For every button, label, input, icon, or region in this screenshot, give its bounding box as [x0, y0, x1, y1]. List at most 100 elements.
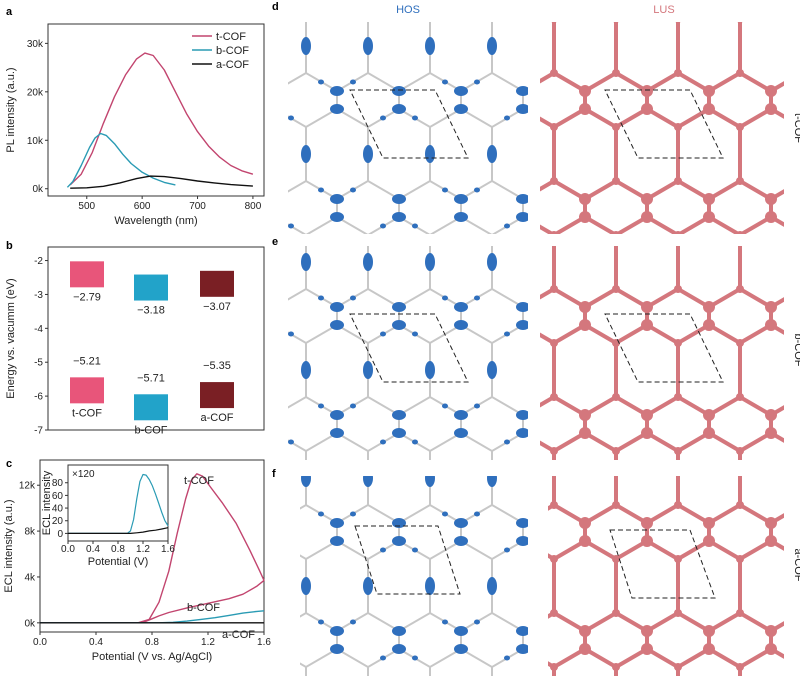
hos-column-title: HOS — [396, 4, 420, 16]
ecl-x-tick-label: 0.0 — [33, 637, 47, 648]
unit-cell-b-lus — [604, 313, 724, 383]
inset-x-tick-label: 0.0 — [61, 544, 75, 555]
inset-series-a-COF — [68, 527, 169, 535]
ecl-x-tick-label: 0.8 — [145, 637, 159, 648]
energy-y-tick-label: -6 — [34, 392, 43, 403]
panel-label-e: e — [272, 236, 278, 248]
energy-y-axis-label: Energy vs. vacumm (eV) — [5, 278, 17, 398]
inset-x-tick-label: 1.6 — [161, 544, 175, 555]
ecl-x-tick-label: 1.2 — [201, 637, 215, 648]
inset-y-tick-label: 80 — [52, 478, 64, 489]
pl-series-b-COF — [66, 132, 176, 188]
ecl-y-tick-label: 0k — [24, 618, 36, 629]
unit-cell-a-hos — [354, 525, 461, 595]
homo-bar-b-COF — [134, 394, 168, 421]
row-label-a-cof: a-COF — [792, 549, 800, 582]
lumo-value-b-COF: −3.18 — [137, 305, 165, 317]
ecl-potential-chart: 0.0 0.4 0.8 1.2 1.6 0k 4k 8k 12k Potential (V vs.… — [3, 459, 271, 663]
homo-value-t-COF: −5.21 — [73, 355, 101, 367]
b-cof-hos-image — [288, 246, 528, 460]
energy-y-tick-label: -4 — [34, 324, 43, 335]
pl-x-tick-label: 800 — [245, 201, 262, 212]
ecl-y-axis-label: ECL intensity (a.u.) — [3, 499, 15, 592]
homo-bar-t-COF — [70, 377, 104, 404]
ecl-y-tick-label: 8k — [24, 527, 36, 538]
pl-spectra-chart: 500 600 700 800 0k 10k 20k 30k Wavelength (nm) PL… — [5, 23, 265, 227]
row-label-t-cof: t-COF — [792, 113, 800, 143]
row-label-b-cof: b-COF — [792, 334, 800, 367]
lumo-value-t-COF: −2.79 — [73, 291, 101, 303]
unit-cell-t-hos — [349, 89, 469, 159]
energy-y-tick-label: -7 — [34, 426, 43, 437]
homo-value-b-COF: −5.71 — [137, 372, 165, 384]
pl-x-tick-label: 500 — [78, 201, 95, 212]
pl-y-tick-label: 30k — [27, 39, 44, 50]
a-cof-hos-image — [300, 476, 528, 676]
ecl-y-tick-label: 12k — [19, 481, 36, 492]
panel-label-d: d — [272, 1, 279, 13]
inset-scale-note: ×120 — [72, 469, 95, 480]
lumo-bar-t-COF — [70, 261, 104, 288]
structure-grid — [288, 22, 784, 676]
inset-y-tick-label: 40 — [52, 504, 64, 515]
inset-y-tick-label: 0 — [57, 529, 63, 540]
pl-legend-label-a-COF: a-COF — [216, 59, 249, 71]
homo-bar-a-COF — [200, 382, 234, 409]
energy-y-tick-label: -3 — [34, 290, 43, 301]
t-cof-hos-image — [288, 22, 528, 234]
pl-y-tick-label: 20k — [27, 87, 44, 98]
energy-y-tick-label: -2 — [34, 256, 43, 267]
pl-series-t-COF — [69, 52, 254, 186]
inset-x-tick-label: 0.8 — [111, 544, 125, 555]
panel-label-c: c — [6, 458, 12, 470]
pl-x-axis-label: Wavelength (nm) — [114, 215, 197, 227]
inset-y-tick-label: 20 — [52, 516, 64, 527]
energy-level-chart: -7 -6 -5 -4 -3 -2 Energy vs. vacumm (eV) −2.79 −… — [5, 246, 265, 437]
inset-x-tick-label: 1.2 — [136, 544, 150, 555]
energy-axes-frame — [47, 246, 265, 431]
inset-x-axis-label: Potential (V) — [88, 556, 149, 568]
pl-axes-frame — [47, 23, 265, 197]
a-cof-lus-image — [548, 476, 784, 676]
ecl-annotation-t-cof: t-COF — [184, 475, 214, 487]
category-label-a-COF: a-COF — [201, 412, 234, 424]
panel-label-a: a — [6, 6, 13, 18]
energy-y-tick-label: -5 — [34, 358, 43, 369]
unit-cell-outlines — [349, 89, 724, 599]
lumo-bar-a-COF — [200, 270, 234, 297]
unit-cell-a-lus — [609, 529, 716, 599]
lumo-bar-b-COF — [134, 274, 168, 301]
pl-y-axis-label: PL intensity (a.u.) — [5, 67, 17, 152]
ecl-x-tick-label: 1.6 — [257, 637, 271, 648]
unit-cell-b-hos — [349, 313, 469, 383]
pl-series-a-COF — [70, 175, 253, 189]
lus-column-title: LUS — [653, 4, 674, 16]
pl-y-tick-label: 0k — [32, 184, 44, 195]
ecl-annotation-a-cof: a-COF — [222, 629, 255, 641]
t-cof-lus-image — [540, 22, 784, 234]
panel-label-f: f — [272, 468, 276, 480]
pl-x-tick-label: 600 — [134, 201, 151, 212]
pl-x-tick-label: 700 — [189, 201, 206, 212]
inset-x-tick-label: 0.4 — [86, 544, 100, 555]
pl-y-tick-label: 10k — [27, 136, 44, 147]
pl-legend-label-b-COF: b-COF — [216, 45, 249, 57]
category-label-t-COF: t-COF — [72, 407, 102, 419]
inset-series-b-COF — [68, 473, 169, 535]
ecl-y-tick-label: 4k — [24, 572, 36, 583]
homo-value-a-COF: −5.35 — [203, 360, 231, 372]
inset-background — [68, 465, 168, 541]
ecl-series-t-COF — [40, 473, 265, 624]
ecl-annotation-b-cof: b-COF — [187, 602, 220, 614]
inset-y-tick-label: 60 — [52, 491, 64, 502]
unit-cell-t-lus — [604, 89, 724, 159]
pl-legend-label-t-COF: t-COF — [216, 31, 246, 43]
inset-y-axis-label: ECL intensity — [41, 470, 53, 535]
panel-label-b: b — [6, 240, 13, 252]
category-label-b-COF: b-COF — [135, 424, 168, 436]
ecl-x-tick-label: 0.4 — [89, 637, 103, 648]
b-cof-lus-image — [540, 246, 784, 460]
lumo-value-a-COF: −3.07 — [203, 301, 231, 313]
